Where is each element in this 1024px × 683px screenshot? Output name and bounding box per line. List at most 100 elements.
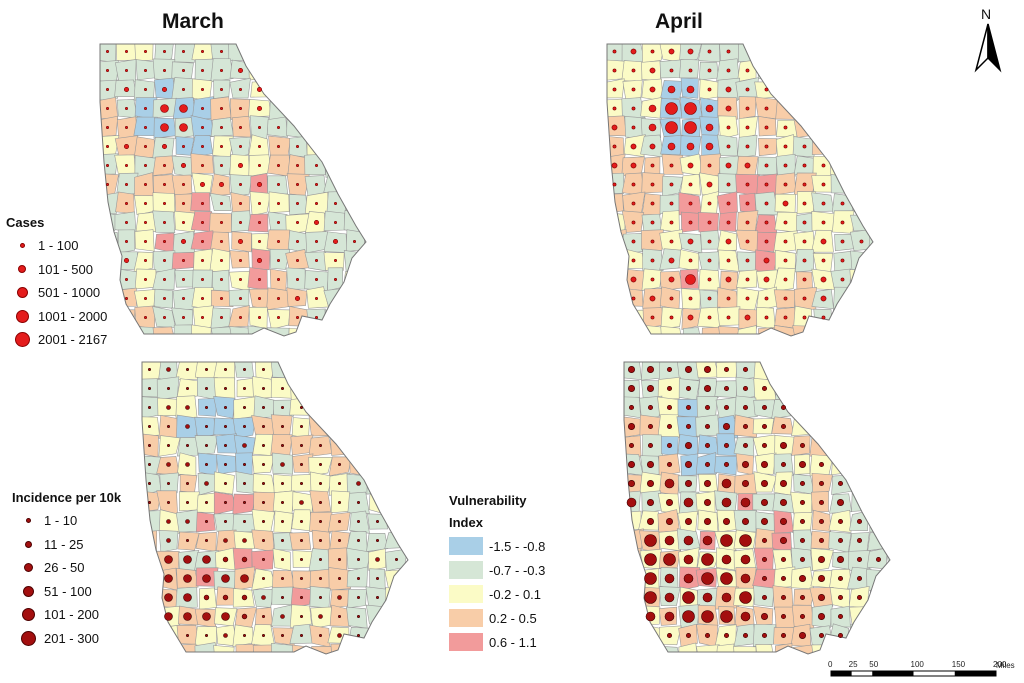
county-symbol <box>684 442 692 450</box>
county-polygon <box>266 79 289 100</box>
county-symbol <box>687 314 694 321</box>
county-polygon <box>658 645 682 654</box>
county-symbol <box>838 595 844 601</box>
county-symbol <box>315 278 319 282</box>
county-symbol <box>857 576 863 582</box>
county-symbol <box>239 297 243 301</box>
county-symbol <box>262 444 266 448</box>
county-polygon <box>365 362 389 378</box>
county-polygon <box>794 378 815 399</box>
county-symbol <box>840 277 845 282</box>
county-symbol <box>281 596 285 600</box>
county-symbol <box>706 181 713 188</box>
county-symbol <box>664 535 675 546</box>
county-symbol <box>300 615 304 619</box>
county-polygon <box>773 324 797 336</box>
county-symbol <box>220 278 224 282</box>
county-symbol <box>223 538 228 543</box>
county-symbol <box>611 124 618 131</box>
incidence-legend: Incidence per 10k 1 - 10 11 - 25 26 - 50… <box>12 490 121 650</box>
county-polygon <box>737 44 760 62</box>
county-symbol <box>743 385 749 391</box>
county-polygon <box>342 154 366 177</box>
county-polygon <box>368 415 389 436</box>
county-symbol <box>220 259 224 263</box>
county-polygon <box>304 327 328 336</box>
county-polygon <box>775 97 797 120</box>
county-polygon <box>866 569 889 591</box>
county-symbol <box>241 556 248 563</box>
county-symbol <box>707 239 712 244</box>
county-symbol <box>838 632 844 638</box>
county-symbol <box>704 480 712 488</box>
county-symbol <box>821 258 826 263</box>
county-symbol <box>179 123 188 132</box>
county-symbol <box>800 614 806 620</box>
county-polygon <box>289 379 313 401</box>
county-symbol <box>220 202 224 206</box>
county-polygon <box>385 646 408 654</box>
county-symbol <box>667 142 676 151</box>
county-polygon <box>869 491 890 515</box>
county-polygon <box>324 324 348 336</box>
county-symbol <box>764 87 769 92</box>
county-symbol <box>740 611 751 622</box>
county-symbol <box>764 315 769 320</box>
county-polygon <box>142 362 162 381</box>
county-symbol <box>665 518 673 526</box>
county-polygon <box>868 229 873 254</box>
county-polygon <box>366 454 390 477</box>
incidence-symbol-5 <box>21 608 35 622</box>
county-symbol <box>357 633 361 637</box>
county-symbol <box>745 87 750 92</box>
county-symbol <box>182 50 186 54</box>
county-symbol <box>684 518 692 526</box>
county-polygon <box>328 362 352 380</box>
county-symbol <box>185 501 189 505</box>
county-symbol <box>281 558 285 562</box>
county-polygon <box>850 415 872 438</box>
county-symbol <box>688 201 693 206</box>
cases-legend-title: Cases <box>6 215 45 230</box>
cases-legend-label: 2001 - 2167 <box>38 332 108 348</box>
county-symbol <box>726 182 731 187</box>
county-polygon <box>346 436 371 457</box>
vulnerability-legend-item: -1.5 - -0.8 <box>449 534 545 558</box>
county-polygon <box>342 174 365 197</box>
county-symbol <box>319 558 323 562</box>
county-symbol <box>242 443 247 448</box>
county-symbol <box>220 315 224 319</box>
county-polygon <box>813 325 834 336</box>
county-symbol <box>201 126 205 130</box>
incidence-legend-label: 101 - 200 <box>44 607 99 623</box>
county-symbol <box>315 259 319 263</box>
county-symbol <box>707 315 712 320</box>
county-polygon <box>790 396 812 419</box>
county-polygon <box>292 570 312 591</box>
county-polygon <box>660 325 684 336</box>
county-polygon <box>405 530 408 553</box>
county-polygon <box>327 417 350 436</box>
county-symbol <box>840 239 845 244</box>
county-polygon <box>362 96 366 121</box>
county-symbol <box>611 162 618 169</box>
county-symbol <box>781 614 787 620</box>
incidence-symbol-4 <box>22 585 34 597</box>
county-symbol <box>650 49 655 54</box>
county-symbol <box>800 443 806 449</box>
county-polygon <box>209 192 232 212</box>
map-march-incidence <box>141 361 409 655</box>
county-symbol <box>315 164 319 168</box>
county-polygon <box>811 97 832 119</box>
county-symbol <box>819 632 825 638</box>
county-symbol <box>182 183 186 187</box>
county-symbol <box>821 220 826 225</box>
county-polygon <box>116 309 136 329</box>
cases-legend-label: 1 - 100 <box>38 238 79 254</box>
county-symbol <box>262 615 266 619</box>
county-polygon <box>158 645 181 654</box>
county-symbol <box>205 520 209 524</box>
county-symbol <box>725 86 732 93</box>
county-symbol <box>148 501 152 505</box>
county-symbol <box>166 405 171 410</box>
